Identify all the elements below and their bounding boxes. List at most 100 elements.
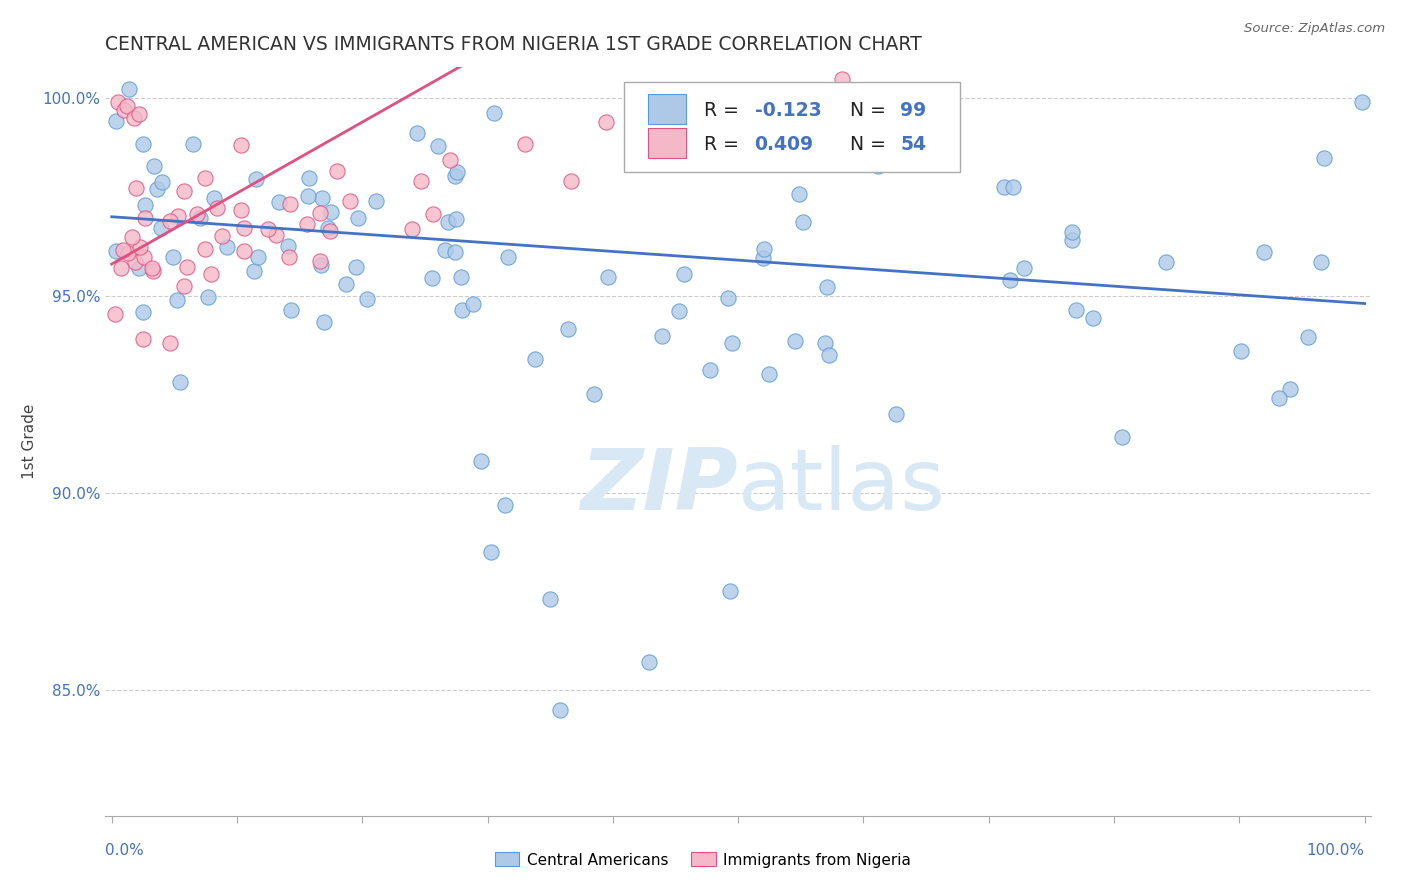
Point	[142, 263, 165, 277]
Point	[668, 304, 690, 318]
Point	[134, 211, 156, 225]
Point	[1296, 330, 1319, 344]
Point	[405, 126, 427, 140]
Point	[141, 260, 163, 275]
Point	[309, 259, 332, 273]
Point	[364, 194, 387, 208]
Point	[494, 498, 516, 512]
Point	[814, 335, 837, 350]
Point	[831, 71, 853, 86]
Point	[146, 182, 169, 196]
Point	[752, 251, 775, 265]
Point	[672, 268, 695, 282]
Point	[159, 213, 181, 227]
Text: ZIP: ZIP	[581, 445, 738, 528]
Point	[316, 221, 339, 235]
Point	[229, 203, 252, 218]
Point	[233, 244, 256, 259]
Text: CENTRAL AMERICAN VS IMMIGRANTS FROM NIGERIA 1ST GRADE CORRELATION CHART: CENTRAL AMERICAN VS IMMIGRANTS FROM NIGE…	[105, 35, 922, 54]
Point	[117, 82, 139, 96]
Point	[243, 263, 266, 277]
Point	[669, 136, 692, 151]
Text: Source: ZipAtlas.com: Source: ZipAtlas.com	[1244, 22, 1385, 36]
Point	[278, 197, 301, 211]
Point	[232, 221, 254, 235]
Point	[422, 207, 444, 221]
Point	[720, 335, 742, 350]
Point	[309, 206, 332, 220]
Point	[215, 240, 238, 254]
Point	[758, 368, 780, 382]
Point	[1154, 255, 1177, 269]
FancyBboxPatch shape	[648, 94, 686, 124]
Point	[401, 222, 423, 236]
Point	[866, 160, 889, 174]
Point	[787, 187, 810, 202]
Point	[1267, 391, 1289, 405]
Text: R =: R =	[704, 135, 745, 153]
Point	[298, 171, 321, 186]
Point	[1351, 95, 1374, 110]
Point	[115, 99, 138, 113]
Point	[484, 106, 506, 120]
Point	[444, 211, 467, 226]
Point	[107, 95, 129, 110]
Point	[110, 261, 132, 276]
Point	[128, 260, 150, 275]
Point	[162, 251, 184, 265]
Point	[176, 260, 198, 274]
Point	[186, 206, 208, 220]
Point	[450, 269, 472, 284]
Point	[1230, 344, 1253, 359]
Point	[167, 210, 190, 224]
Point	[132, 332, 155, 346]
Point	[717, 291, 740, 305]
Point	[311, 191, 333, 205]
Point	[436, 215, 458, 229]
FancyBboxPatch shape	[648, 128, 686, 158]
Point	[124, 254, 146, 268]
Point	[439, 153, 461, 168]
Point	[993, 179, 1015, 194]
Point	[433, 243, 456, 257]
Point	[1001, 180, 1024, 194]
Point	[1313, 151, 1336, 165]
Point	[699, 363, 721, 377]
Point	[229, 138, 252, 153]
Point	[339, 194, 361, 208]
Point	[129, 240, 152, 254]
Point	[122, 111, 145, 125]
Point	[143, 159, 166, 173]
Point	[595, 115, 617, 129]
Point	[105, 244, 128, 259]
Text: N =: N =	[849, 135, 891, 153]
Point	[312, 315, 335, 329]
Text: 100.0%: 100.0%	[1306, 843, 1364, 858]
Point	[443, 169, 465, 184]
Point	[308, 253, 330, 268]
Point	[280, 302, 302, 317]
Point	[718, 584, 741, 599]
Point	[1111, 430, 1133, 444]
Point	[319, 224, 342, 238]
Point	[121, 229, 143, 244]
Text: 99: 99	[900, 101, 927, 120]
Point	[451, 303, 474, 318]
Point	[277, 250, 299, 264]
Point	[264, 228, 287, 243]
Point	[420, 271, 443, 285]
Point	[277, 238, 299, 252]
Point	[149, 220, 172, 235]
Point	[513, 136, 536, 151]
Point	[105, 113, 128, 128]
Point	[752, 242, 775, 256]
Point	[496, 251, 519, 265]
Point	[548, 703, 571, 717]
Point	[295, 217, 318, 231]
Text: 54: 54	[900, 135, 927, 153]
Point	[173, 185, 195, 199]
Legend: Central Americans, Immigrants from Nigeria: Central Americans, Immigrants from Niger…	[489, 847, 917, 873]
Point	[166, 293, 188, 307]
Point	[1064, 303, 1087, 318]
Point	[598, 270, 620, 285]
